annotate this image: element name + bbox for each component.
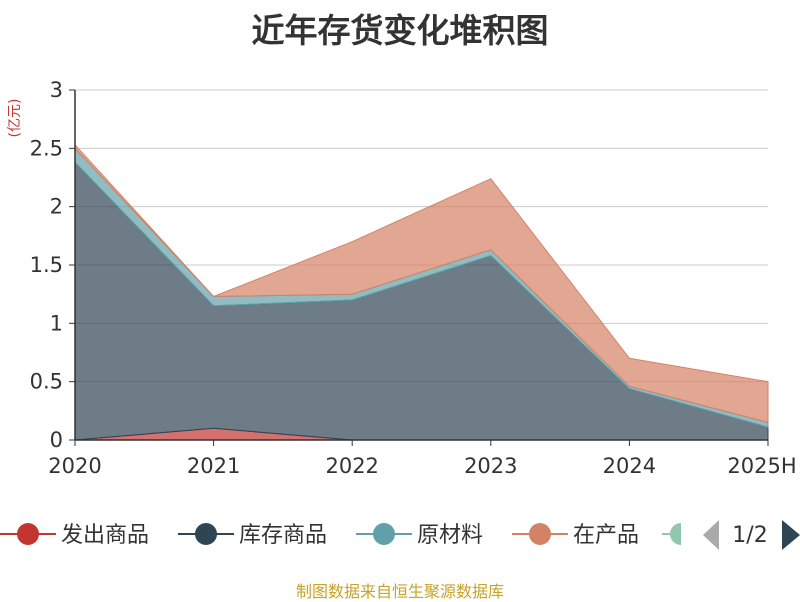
legend-circle-icon	[670, 523, 681, 545]
y-tick-label: 3	[50, 78, 63, 102]
y-tick-label: 0	[50, 428, 63, 452]
y-tick-label: 2	[50, 195, 63, 219]
legend-page-indicator: 1/2	[732, 523, 767, 548]
legend[interactable]: 发出商品 库存商品 原材料 在产品	[0, 523, 681, 548]
legend-circle-icon	[17, 523, 39, 545]
x-tick-label: 2024	[603, 454, 656, 478]
x-tick-label: 2022	[325, 454, 378, 478]
axes: 0 0.5 1 1.5 2 2.5 3 2020 2021 2022 2023 2024 2025H	[30, 78, 797, 478]
x-tick-label: 2020	[48, 454, 101, 478]
legend-circle-icon	[529, 523, 551, 545]
legend-circle-icon	[195, 523, 217, 545]
legend-item-3[interactable]: 在产品	[512, 523, 639, 548]
legend-label: 在产品	[573, 523, 639, 548]
legend-item-0[interactable]: 发出商品	[0, 523, 149, 548]
legend-item-2[interactable]: 原材料	[356, 523, 483, 548]
y-tick-label: 0.5	[30, 370, 63, 394]
x-tick-label: 2021	[187, 454, 240, 478]
y-tick-label: 2.5	[30, 136, 63, 160]
legend-label: 原材料	[417, 523, 483, 548]
legend-label: 发出商品	[61, 523, 149, 548]
legend-item-1[interactable]: 库存商品	[178, 523, 327, 548]
y-unit-label: (亿元)	[7, 99, 23, 138]
data-source-footer: 制图数据来自恒生聚源数据库	[295, 582, 504, 601]
x-tick-label: 2023	[464, 454, 517, 478]
area-series-3	[74, 143, 769, 424]
legend-label: 库存商品	[239, 523, 327, 548]
legend-pager[interactable]: 1/2	[703, 520, 800, 550]
y-tick-label: 1	[50, 311, 63, 335]
x-tick-label: 2025H	[727, 454, 796, 478]
chart-title: 近年存货变化堆积图	[251, 11, 549, 50]
stacked-areas	[74, 143, 769, 441]
legend-prev-page-icon[interactable]	[703, 520, 719, 550]
legend-circle-icon	[373, 523, 395, 545]
legend-next-page-icon[interactable]	[782, 520, 800, 550]
legend-item-partial[interactable]	[662, 523, 681, 545]
y-tick-label: 1.5	[30, 253, 63, 277]
